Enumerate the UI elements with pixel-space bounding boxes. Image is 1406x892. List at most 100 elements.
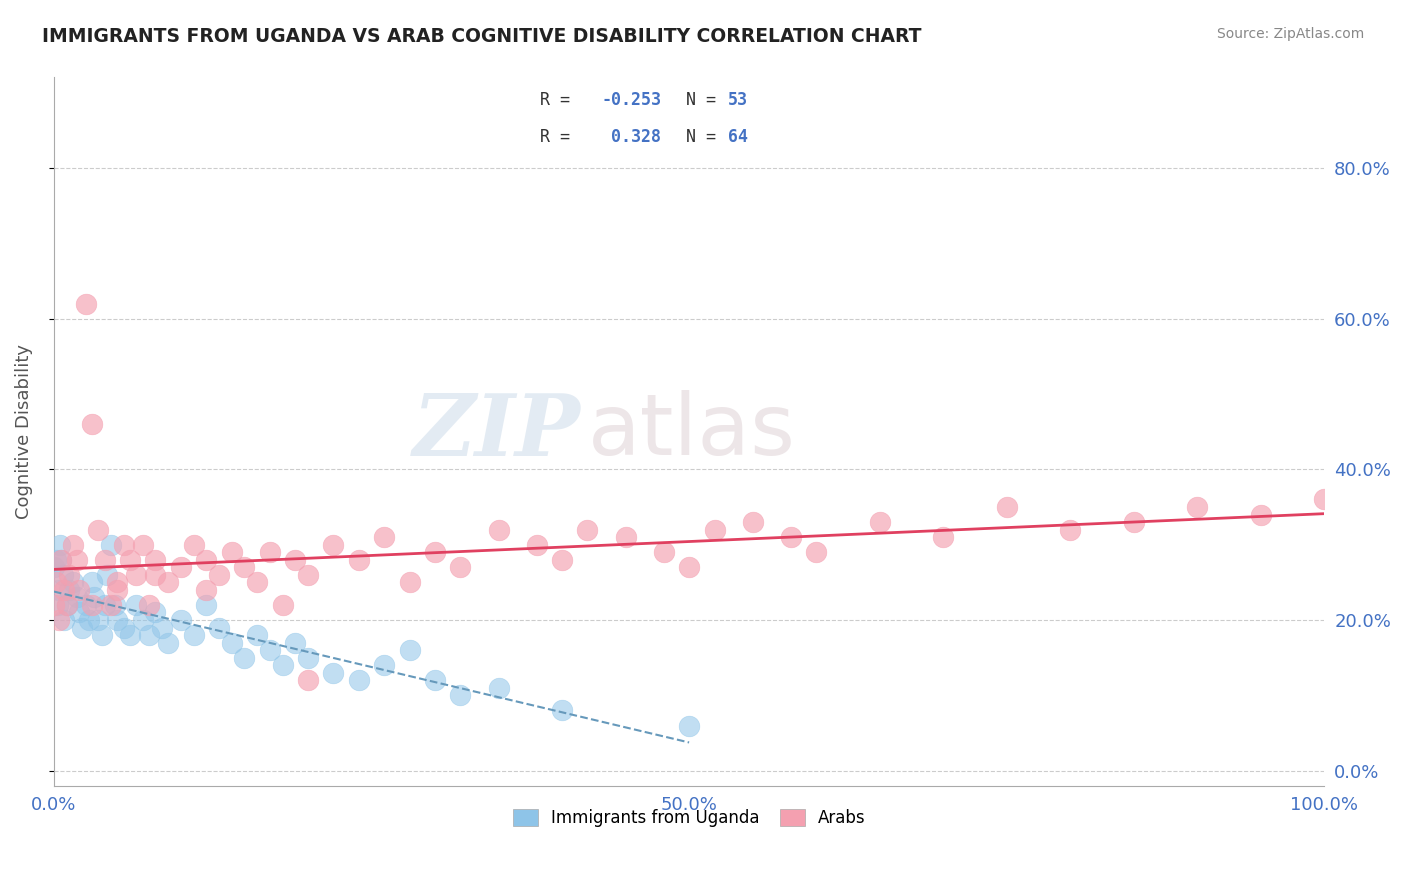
Point	[488, 523, 510, 537]
Point	[53, 613, 76, 627]
Point	[271, 598, 294, 612]
Point	[138, 598, 160, 612]
Text: 53: 53	[728, 92, 748, 110]
Point	[779, 530, 801, 544]
Point	[145, 606, 167, 620]
Point	[132, 613, 155, 627]
Point	[1187, 500, 1209, 514]
Point	[66, 552, 89, 566]
Point	[449, 560, 471, 574]
Text: N =: N =	[686, 128, 725, 146]
Point	[398, 575, 420, 590]
Point	[1250, 508, 1272, 522]
Point	[79, 613, 101, 627]
Point	[373, 530, 395, 544]
Point	[80, 417, 103, 431]
Point	[322, 538, 344, 552]
Point	[145, 552, 167, 566]
Point	[208, 621, 231, 635]
Point	[322, 665, 344, 680]
Point	[869, 515, 891, 529]
Point	[551, 703, 574, 717]
Point	[91, 628, 114, 642]
Point	[449, 689, 471, 703]
Text: IMMIGRANTS FROM UGANDA VS ARAB COGNITIVE DISABILITY CORRELATION CHART: IMMIGRANTS FROM UGANDA VS ARAB COGNITIVE…	[42, 27, 922, 45]
Point	[100, 538, 122, 552]
Point	[138, 628, 160, 642]
Point	[183, 538, 205, 552]
Point	[347, 673, 370, 688]
Point	[423, 673, 446, 688]
Point	[112, 538, 135, 552]
Point	[614, 530, 637, 544]
Point	[42, 598, 65, 612]
Point	[93, 598, 115, 612]
Point	[373, 658, 395, 673]
Text: -0.253: -0.253	[600, 92, 661, 110]
Point	[170, 560, 193, 574]
Text: 0.328: 0.328	[600, 128, 661, 146]
Point	[67, 606, 90, 620]
Point	[132, 538, 155, 552]
Point	[145, 567, 167, 582]
Point	[246, 575, 269, 590]
Point	[100, 598, 122, 612]
Point	[52, 567, 75, 582]
Point	[576, 523, 599, 537]
Point	[125, 598, 148, 612]
Point	[46, 598, 69, 612]
Text: Source: ZipAtlas.com: Source: ZipAtlas.com	[1216, 27, 1364, 41]
Point	[104, 598, 127, 612]
Point	[233, 560, 256, 574]
Point	[55, 598, 77, 612]
Y-axis label: Cognitive Disability: Cognitive Disability	[15, 344, 32, 519]
Point	[271, 658, 294, 673]
Point	[112, 621, 135, 635]
Point	[58, 567, 80, 582]
Point	[150, 621, 173, 635]
Point	[62, 538, 84, 552]
Point	[741, 515, 763, 529]
Point	[120, 552, 142, 566]
Point	[75, 598, 97, 612]
Point	[195, 552, 218, 566]
Point	[221, 545, 243, 559]
Point	[70, 621, 93, 635]
Point	[87, 613, 110, 627]
Point	[284, 635, 307, 649]
Point	[183, 628, 205, 642]
Text: R =: R =	[540, 92, 581, 110]
Point	[284, 552, 307, 566]
Point	[398, 643, 420, 657]
Point	[995, 500, 1018, 514]
Point	[246, 628, 269, 642]
Point	[297, 673, 319, 688]
Point	[804, 545, 827, 559]
Text: 64: 64	[728, 128, 748, 146]
Point	[45, 575, 67, 590]
Point	[93, 552, 115, 566]
Point	[105, 613, 128, 627]
Point	[221, 635, 243, 649]
Point	[347, 552, 370, 566]
Point	[297, 567, 319, 582]
Point	[170, 613, 193, 627]
Point	[1122, 515, 1144, 529]
Point	[551, 552, 574, 566]
Point	[42, 560, 65, 574]
Point	[48, 613, 70, 627]
Point	[67, 582, 90, 597]
Point	[652, 545, 675, 559]
Point	[259, 545, 281, 559]
Point	[423, 545, 446, 559]
Point	[80, 575, 103, 590]
Point	[488, 681, 510, 695]
Legend: Immigrants from Uganda, Arabs: Immigrants from Uganda, Arabs	[506, 803, 872, 834]
Point	[48, 582, 70, 597]
Point	[195, 582, 218, 597]
Point	[526, 538, 548, 552]
Point	[58, 582, 80, 597]
Point	[49, 538, 72, 552]
Point	[125, 567, 148, 582]
Point	[678, 560, 700, 574]
